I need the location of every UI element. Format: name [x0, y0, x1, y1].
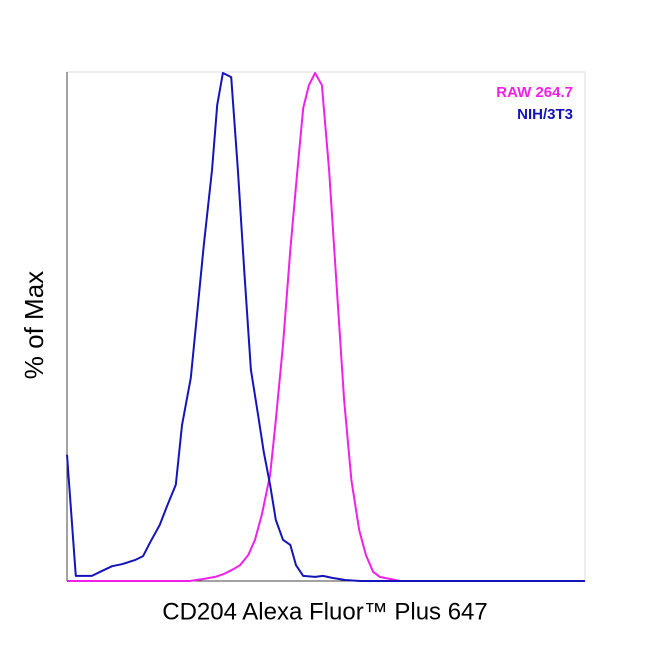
series-line: [66, 72, 585, 582]
legend-entry: NIH/3T3: [517, 106, 573, 123]
legend-entry: RAW 264.7: [496, 84, 573, 101]
x-axis-label: CD204 Alexa Fluor™ Plus 647: [162, 598, 488, 625]
y-axis-label: % of Max: [19, 271, 49, 379]
series-line: [67, 72, 585, 582]
